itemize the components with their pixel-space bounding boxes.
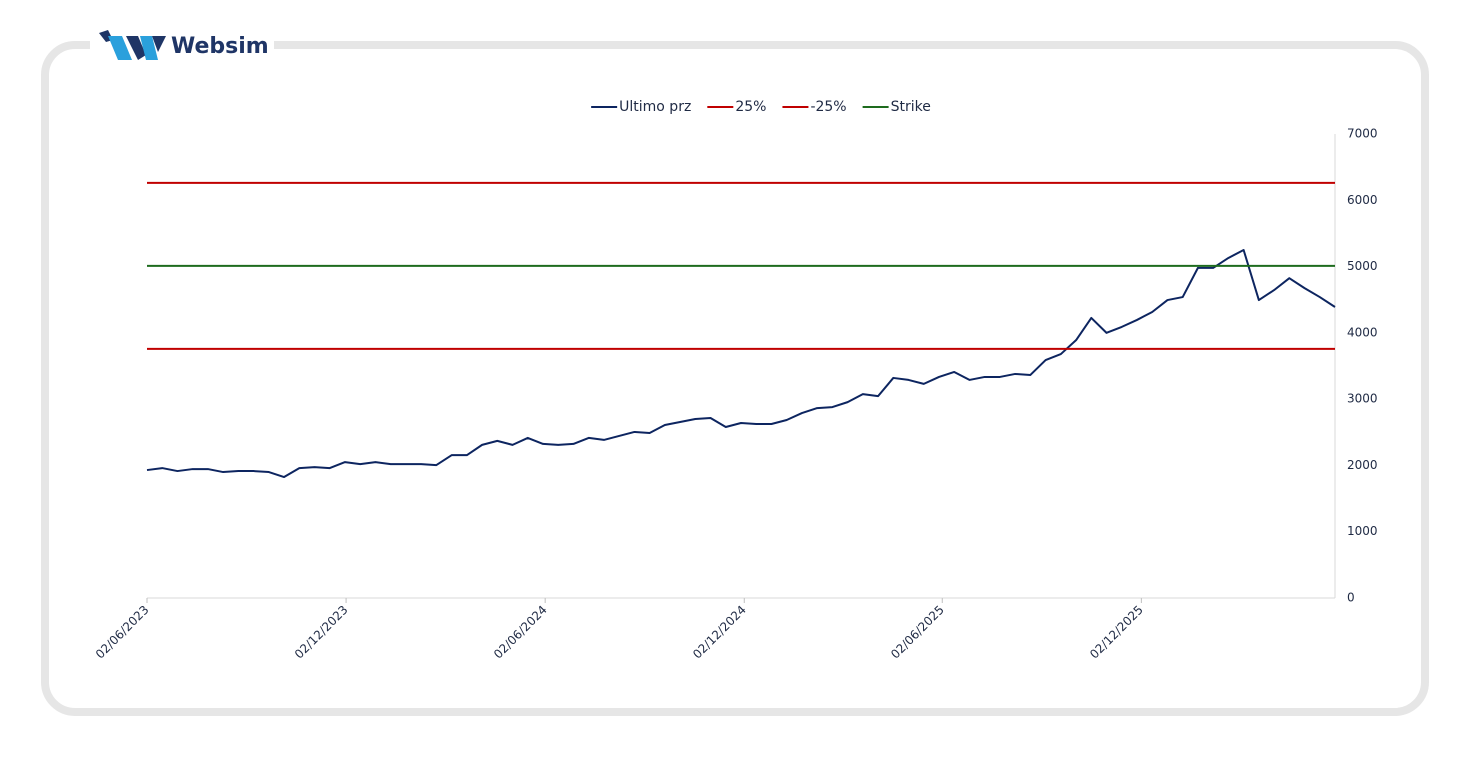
logo-text: Websim <box>171 34 269 59</box>
y-tick-label: 7000 <box>1347 127 1378 141</box>
y-tick-label: 2000 <box>1347 458 1378 472</box>
legend-item: Ultimo prz <box>591 99 691 115</box>
legend: Ultimo prz 25% -25% Strike <box>591 99 931 115</box>
y-tick-label: 5000 <box>1347 259 1378 273</box>
logo-mark <box>99 30 166 60</box>
y-tick-label: 0 <box>1347 591 1355 605</box>
series-line <box>146 249 1336 479</box>
legend-label: Ultimo prz <box>619 99 691 115</box>
y-tick-label: 3000 <box>1347 392 1378 406</box>
logo-shape <box>126 36 146 60</box>
legend-item: Strike <box>862 99 931 115</box>
logo-shape <box>152 36 166 52</box>
logo-shape <box>108 36 132 60</box>
logo-shape <box>140 36 158 60</box>
y-tick-label: 6000 <box>1347 193 1378 207</box>
legend-label: -25% <box>810 99 846 115</box>
card-frame <box>41 41 1429 716</box>
legend-label: 25% <box>735 99 766 115</box>
legend-label: Strike <box>891 99 931 115</box>
legend-item: -25% <box>782 99 847 115</box>
y-tick-label: 1000 <box>1347 524 1378 538</box>
legend-item: 25% <box>707 99 766 115</box>
y-tick-label: 4000 <box>1347 325 1378 339</box>
